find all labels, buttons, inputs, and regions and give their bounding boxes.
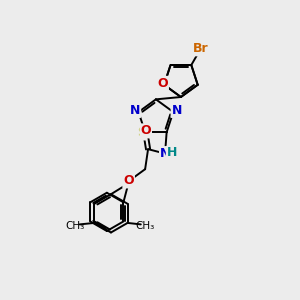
Text: N: N bbox=[130, 104, 140, 117]
Text: O: O bbox=[157, 77, 168, 90]
Text: CH₃: CH₃ bbox=[136, 221, 155, 231]
Text: Br: Br bbox=[193, 42, 209, 55]
Text: N: N bbox=[160, 147, 170, 160]
Text: O: O bbox=[123, 175, 134, 188]
Text: O: O bbox=[140, 124, 151, 137]
Text: N: N bbox=[172, 104, 182, 117]
Text: H: H bbox=[167, 146, 177, 160]
Text: CH₃: CH₃ bbox=[66, 221, 85, 231]
Text: S: S bbox=[137, 127, 146, 140]
